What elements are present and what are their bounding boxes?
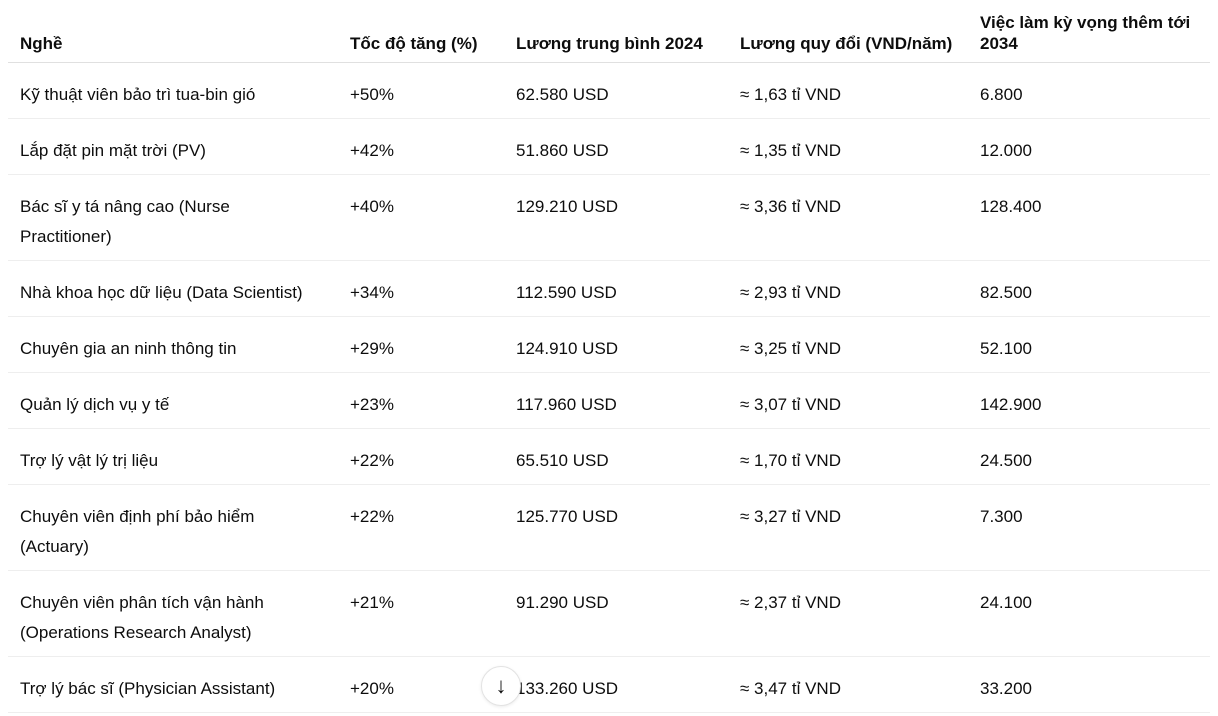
- header-new-jobs: Việc làm kỳ vọng thêm tới 2034: [968, 0, 1210, 63]
- cell-growth: +22%: [338, 428, 504, 485]
- header-occupation: Nghề: [8, 0, 338, 63]
- table-header-row: Nghề Tốc độ tăng (%) Lương trung bình 20…: [8, 0, 1210, 63]
- cell-salary-vnd: ≈ 3,47 tỉ VND: [728, 656, 968, 713]
- table-row: Trợ lý bác sĩ (Physician Assistant) +20% 1…: [8, 656, 1210, 713]
- cell-salary-vnd: ≈ 2,93 tỉ VND: [728, 260, 968, 317]
- cell-new-jobs: 142.900: [968, 372, 1210, 429]
- jobs-table: Nghề Tốc độ tăng (%) Lương trung bình 20…: [8, 0, 1210, 713]
- cell-salary-usd: 91.290 USD: [504, 570, 728, 657]
- cell-growth: +23%: [338, 372, 504, 429]
- cell-salary-usd: 117.960 USD: [504, 372, 728, 429]
- cell-occupation: Bác sĩ y tá nâng cao (Nurse Practitioner…: [8, 174, 338, 261]
- cell-salary-usd: 129.210 USD: [504, 174, 728, 261]
- cell-new-jobs: 24.100: [968, 570, 1210, 657]
- cell-new-jobs: 52.100: [968, 316, 1210, 373]
- cell-growth: +40%: [338, 174, 504, 261]
- header-growth: Tốc độ tăng (%): [338, 0, 504, 63]
- cell-salary-usd: 65.510 USD: [504, 428, 728, 485]
- cell-occupation: Chuyên viên phân tích vận hành (Operatio…: [8, 570, 338, 657]
- cell-new-jobs: 33.200: [968, 656, 1210, 713]
- arrow-down-icon: ↓: [495, 673, 507, 698]
- scroll-to-bottom-button[interactable]: ↓: [481, 666, 521, 706]
- table-row: Kỹ thuật viên bảo trì tua-bin gió +50% 62.…: [8, 62, 1210, 119]
- cell-new-jobs: 12.000: [968, 118, 1210, 175]
- cell-salary-usd: 124.910 USD: [504, 316, 728, 373]
- cell-salary-vnd: ≈ 2,37 tỉ VND: [728, 570, 968, 657]
- cell-salary-vnd: ≈ 3,07 tỉ VND: [728, 372, 968, 429]
- cell-new-jobs: 128.400: [968, 174, 1210, 261]
- cell-new-jobs: 82.500: [968, 260, 1210, 317]
- cell-growth: +22%: [338, 484, 504, 571]
- cell-growth: +21%: [338, 570, 504, 657]
- cell-occupation: Chuyên gia an ninh thông tin: [8, 316, 338, 373]
- cell-salary-usd: 133.260 USD: [504, 656, 728, 713]
- cell-salary-usd: 125.770 USD: [504, 484, 728, 571]
- cell-new-jobs: 6.800: [968, 62, 1210, 119]
- cell-salary-vnd: ≈ 1,63 tỉ VND: [728, 62, 968, 119]
- cell-growth: +29%: [338, 316, 504, 373]
- table-row: Nhà khoa học dữ liệu (Data Scientist) +34…: [8, 260, 1210, 317]
- cell-occupation: Trợ lý bác sĩ (Physician Assistant): [8, 656, 338, 713]
- cell-salary-usd: 51.860 USD: [504, 118, 728, 175]
- table-row: Chuyên gia an ninh thông tin +29% 124.910 …: [8, 316, 1210, 373]
- header-salary-vnd: Lương quy đổi (VND/năm): [728, 0, 968, 63]
- table-row: Trợ lý vật lý trị liệu +22% 65.510 USD ≈ 1,…: [8, 428, 1210, 485]
- table-row: Lắp đặt pin mặt trời (PV) +42% 51.860 USD ≈…: [8, 118, 1210, 175]
- cell-occupation: Quản lý dịch vụ y tế: [8, 372, 338, 429]
- cell-salary-vnd: ≈ 1,35 tỉ VND: [728, 118, 968, 175]
- cell-new-jobs: 24.500: [968, 428, 1210, 485]
- cell-salary-vnd: ≈ 3,27 tỉ VND: [728, 484, 968, 571]
- cell-occupation: Chuyên viên định phí bảo hiểm (Actuary): [8, 484, 338, 571]
- table-row: Quản lý dịch vụ y tế +23% 117.960 USD ≈ 3,0…: [8, 372, 1210, 429]
- cell-growth: +34%: [338, 260, 504, 317]
- table-row: Chuyên viên định phí bảo hiểm (Actuary) +…: [8, 484, 1210, 571]
- cell-occupation: Kỹ thuật viên bảo trì tua-bin gió: [8, 62, 338, 119]
- header-salary-usd: Lương trung bình 2024: [504, 0, 728, 63]
- cell-occupation: Trợ lý vật lý trị liệu: [8, 428, 338, 485]
- cell-occupation: Lắp đặt pin mặt trời (PV): [8, 118, 338, 175]
- cell-growth: +50%: [338, 62, 504, 119]
- cell-growth: +42%: [338, 118, 504, 175]
- cell-new-jobs: 7.300: [968, 484, 1210, 571]
- cell-salary-usd: 112.590 USD: [504, 260, 728, 317]
- cell-salary-vnd: ≈ 3,36 tỉ VND: [728, 174, 968, 261]
- table-row: Chuyên viên phân tích vận hành (Operatio…: [8, 570, 1210, 657]
- cell-occupation: Nhà khoa học dữ liệu (Data Scientist): [8, 260, 338, 317]
- cell-growth: +20%: [338, 656, 504, 713]
- cell-salary-vnd: ≈ 3,25 tỉ VND: [728, 316, 968, 373]
- cell-salary-vnd: ≈ 1,70 tỉ VND: [728, 428, 968, 485]
- table-row: Bác sĩ y tá nâng cao (Nurse Practitioner…: [8, 174, 1210, 261]
- cell-salary-usd: 62.580 USD: [504, 62, 728, 119]
